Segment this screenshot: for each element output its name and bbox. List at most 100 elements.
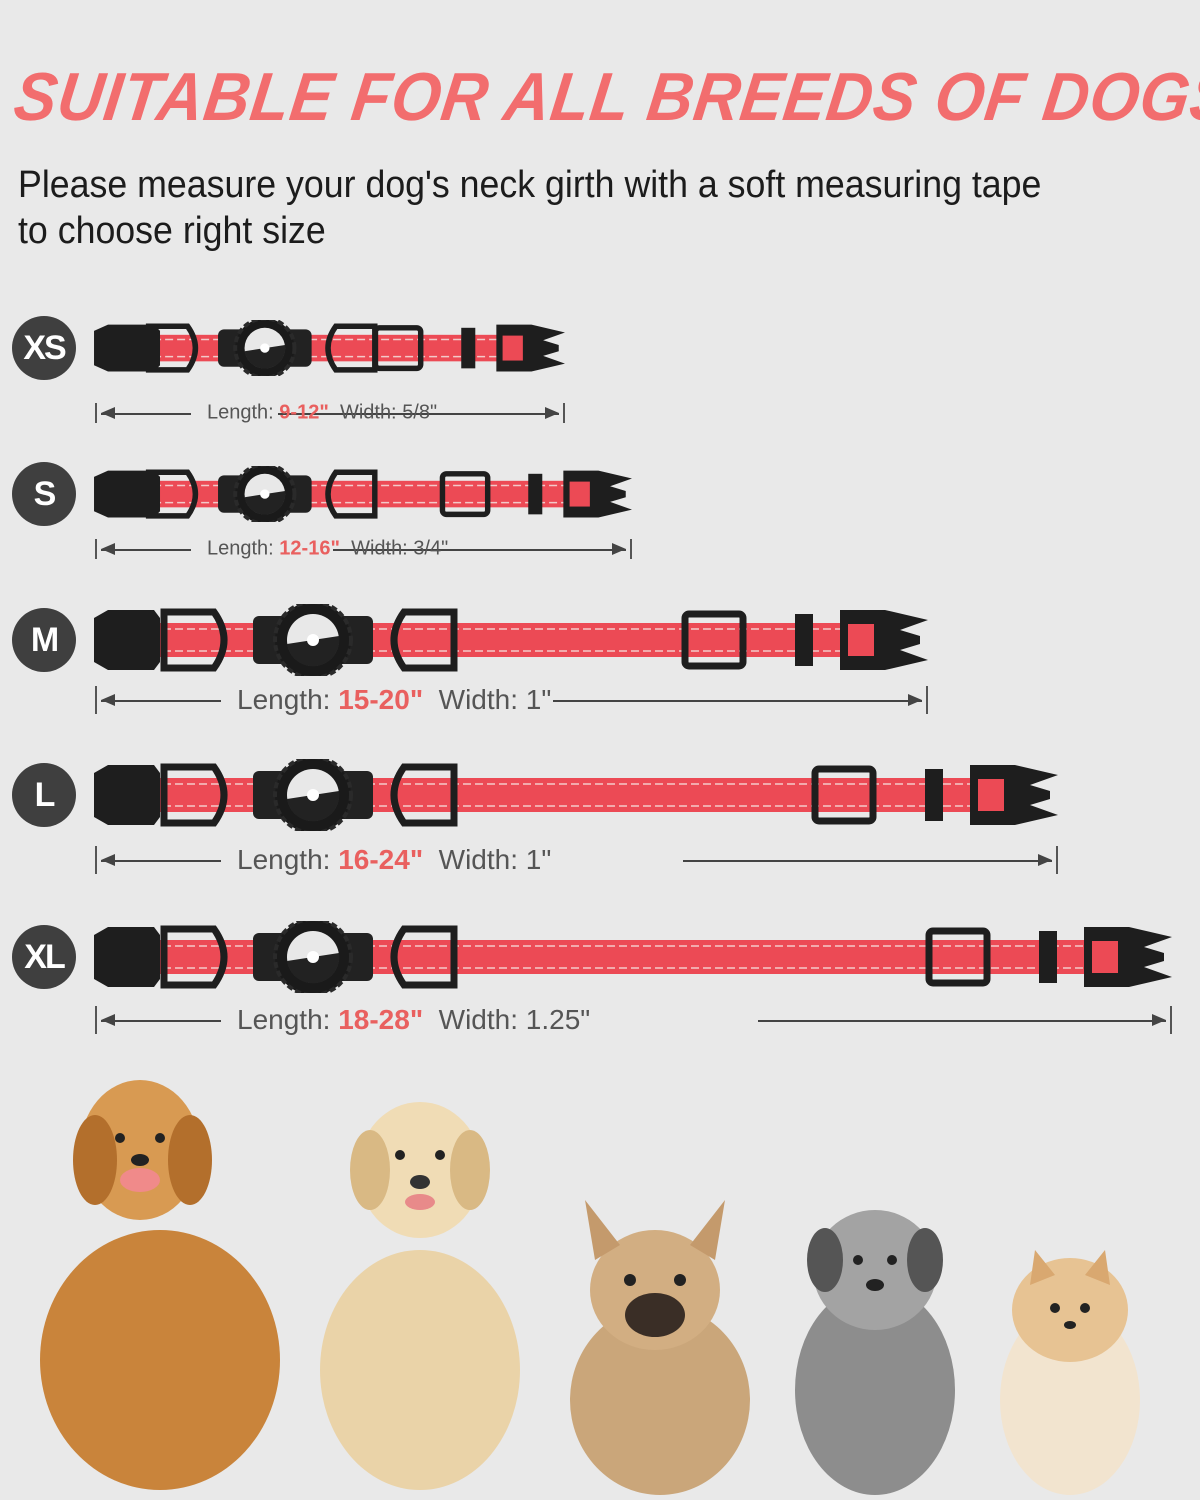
buckle-female xyxy=(94,927,160,987)
dimension-start-tick xyxy=(95,403,97,423)
arrowhead-right-icon xyxy=(908,694,922,706)
buckle-female xyxy=(94,765,160,825)
arrow-right-icon xyxy=(553,700,922,702)
paw-icon xyxy=(307,634,319,646)
length-label: Length: xyxy=(237,1004,331,1035)
buckle-female xyxy=(94,610,160,670)
airtag-shade xyxy=(287,953,340,984)
dimension-start-tick xyxy=(95,1006,97,1034)
length-label: Length: xyxy=(207,537,274,560)
arrowhead-right-icon xyxy=(612,543,626,555)
d-ring xyxy=(390,763,458,827)
dimension-label: Length: 16-24" Width: 1" xyxy=(237,844,551,876)
arrow-right-icon xyxy=(683,860,1052,862)
paw-icon xyxy=(307,789,319,801)
arrowhead-left-icon xyxy=(101,407,115,419)
dimension-end-tick xyxy=(1170,1006,1172,1034)
keeper-loop xyxy=(795,614,813,666)
dimension-end-tick xyxy=(1056,846,1058,874)
buckle-female xyxy=(94,324,161,372)
keeper-loop xyxy=(925,769,943,821)
width-value: 1.25" xyxy=(525,1004,591,1035)
collar-s xyxy=(94,465,632,523)
slider xyxy=(681,610,747,670)
d-ring xyxy=(160,925,228,989)
paw-icon xyxy=(260,343,270,353)
arrowhead-left-icon xyxy=(101,854,115,866)
arrow-left-icon xyxy=(101,413,191,415)
dog-pomeranian xyxy=(1000,1250,1140,1495)
arrowhead-left-icon xyxy=(101,543,115,555)
d-ring xyxy=(390,925,458,989)
d-ring xyxy=(325,469,378,519)
arrow-right-icon xyxy=(758,1020,1166,1022)
keeper-loop xyxy=(528,473,543,515)
d-ring xyxy=(325,323,378,373)
dimension-start-tick xyxy=(95,539,97,559)
d-ring xyxy=(145,323,199,373)
length-label: Length: xyxy=(207,401,274,424)
size-badge: XS xyxy=(12,316,76,380)
arrow-left-icon xyxy=(101,549,191,551)
page-title: SUITABLE FOR ALL BREEDS OF DOGS xyxy=(9,59,1200,135)
width-value: 3/4" xyxy=(413,537,449,560)
width-label: Width: xyxy=(438,684,519,715)
size-badge: XL xyxy=(12,925,76,989)
length-value: 15-20" xyxy=(338,684,424,715)
buckle-strap-window xyxy=(569,481,590,507)
buckle-strap-window xyxy=(848,624,874,656)
length-value: 9-12" xyxy=(279,401,329,424)
width-label: Width: xyxy=(438,1004,519,1035)
dog-french-bulldog xyxy=(570,1200,750,1495)
collar-xl xyxy=(94,921,1172,993)
length-dimension: Length: 16-24" Width: 1" xyxy=(95,844,1058,876)
collar-strap xyxy=(134,623,888,657)
arrowhead-left-icon xyxy=(101,1014,115,1026)
arrow-left-icon xyxy=(101,1020,221,1022)
slider xyxy=(439,470,491,517)
page-subtitle: Please measure your dog's neck girth wit… xyxy=(18,164,1042,252)
dog-schnauzer-mix xyxy=(795,1210,955,1495)
paw-icon xyxy=(307,951,319,963)
slider xyxy=(372,324,424,371)
width-label: Width: xyxy=(351,537,408,560)
size-badge: L xyxy=(12,763,76,827)
length-dimension: Length: 18-28" Width: 1.25" xyxy=(95,1004,1172,1036)
paw-icon xyxy=(260,489,270,499)
length-value: 16-24" xyxy=(338,844,424,875)
airtag-shade xyxy=(287,636,340,667)
dog-golden-retriever xyxy=(40,1080,280,1490)
dimension-end-tick xyxy=(563,403,565,423)
width-label: Width: xyxy=(339,401,397,424)
arrowhead-right-icon xyxy=(1152,1014,1166,1026)
width-label: Width: xyxy=(438,844,519,875)
width-value: 1" xyxy=(525,684,552,715)
width-value: 1" xyxy=(525,844,552,875)
dimension-label: Length: 18-28" Width: 1.25" xyxy=(237,1004,590,1036)
length-dimension: Length: 12-16" Width: 3/4" xyxy=(95,538,632,561)
slider xyxy=(811,765,877,825)
airtag-shade xyxy=(287,791,340,822)
dimension-label: Length: 12-16" Width: 3/4" xyxy=(207,538,448,561)
arrowhead-right-icon xyxy=(545,407,559,419)
dog-labrador xyxy=(320,1102,520,1490)
arrow-right-icon xyxy=(278,413,559,415)
width-value: 5/8" xyxy=(402,401,438,424)
buckle-strap-window xyxy=(1092,941,1118,973)
collar-m xyxy=(94,604,928,676)
arrow-right-icon xyxy=(333,549,626,551)
arrow-left-icon xyxy=(101,860,221,862)
arrowhead-left-icon xyxy=(101,694,115,706)
d-ring xyxy=(160,763,228,827)
dimension-label: Length: 9-12" Width: 5/8" xyxy=(207,402,437,425)
dogs-photo xyxy=(40,1080,1140,1495)
length-dimension: Length: 15-20" Width: 1" xyxy=(95,684,928,715)
length-dimension: Length: 9-12" Width: 5/8" xyxy=(95,402,565,425)
slider xyxy=(925,927,991,987)
size-badge: M xyxy=(12,608,76,672)
airtag-shade xyxy=(244,490,286,515)
length-value: 12-16" xyxy=(279,537,340,560)
d-ring xyxy=(390,608,458,672)
dimension-end-tick xyxy=(926,686,928,714)
arrow-left-icon xyxy=(101,700,221,702)
